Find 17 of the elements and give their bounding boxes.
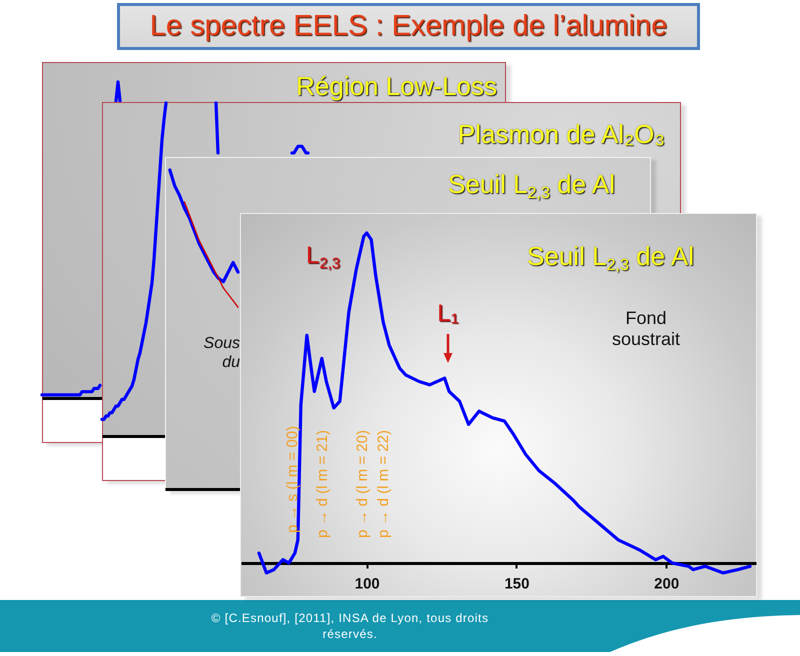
x-tick-label: 200 (654, 576, 680, 592)
chart-title: Seuil L$_{2,3}$ de Al (527, 241, 694, 274)
chart-title: Seuil L$_{2,3}$ de Al (448, 169, 615, 202)
x-tick-label: 150 (504, 576, 530, 592)
annotation: L₁ (437, 300, 459, 328)
annotation: p → d (l m = 22) (375, 430, 393, 538)
text: © [C.Esnouf], [2011], INSA de Lyon, tous droits réservés. (210, 610, 490, 642)
annotation: Sous du (202, 334, 240, 372)
annotation: p → d (l m = 20) (354, 430, 372, 538)
annotation: p → d (l m = 21) (314, 430, 332, 538)
annotation: Fond soustrait (610, 308, 682, 350)
chart-title: Région Low-Loss (296, 71, 497, 101)
text: Le spectre EELS : Exemple de l’alumine (150, 10, 668, 43)
annotation: L$_{2,3}$ (306, 242, 340, 272)
x-tick-label: 100 (354, 576, 380, 592)
text: Plasmon de Al₂O₃ (458, 119, 665, 149)
annotation: p → s (l m = 00) (284, 426, 302, 533)
